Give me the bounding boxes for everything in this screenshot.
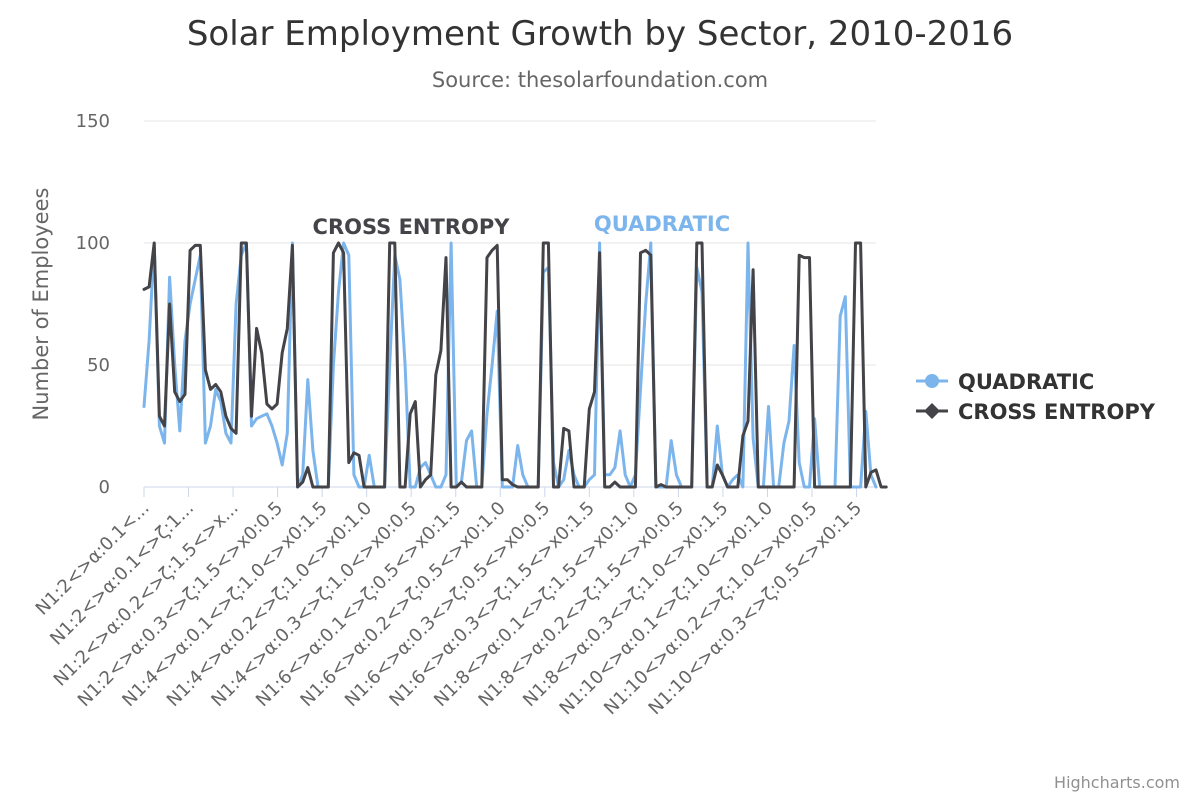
series-line-quadratic: [142, 241, 878, 489]
legend-marker-diamond: [924, 403, 940, 419]
y-tick-label: 150: [76, 111, 110, 132]
chart-subtitle: Source: thesolarfoundation.com: [431, 68, 769, 92]
y-axis-ticks: 0 50 100 150: [76, 111, 110, 498]
y-tick-label: 100: [76, 233, 110, 254]
legend[interactable]: QUADRATIC CROSS ENTROPY: [916, 370, 1156, 424]
series-lines: [142, 241, 888, 489]
credits-link[interactable]: Highcharts.com: [1054, 773, 1180, 792]
legend-label: CROSS ENTROPY: [958, 400, 1156, 424]
grid-lines: [144, 120, 876, 366]
series-annotations: QUADRATIC CROSS ENTROPY: [313, 212, 731, 239]
series-line-cross-entropy: [142, 241, 888, 489]
legend-item-quadratic[interactable]: QUADRATIC: [916, 370, 1094, 394]
legend-marker-circle: [925, 374, 939, 388]
legend-label: QUADRATIC: [958, 370, 1094, 394]
y-tick-label: 50: [87, 355, 110, 376]
chart-title: Solar Employment Growth by Sector, 2010-…: [186, 14, 1014, 54]
annotation-quadratic: QUADRATIC: [594, 212, 730, 236]
y-tick-label: 0: [99, 477, 110, 498]
annotation-cross-entropy: CROSS ENTROPY: [313, 215, 511, 239]
y-axis-label: Number of Employees: [29, 188, 53, 421]
legend-item-cross-entropy[interactable]: CROSS ENTROPY: [916, 400, 1156, 424]
x-axis-ticks: N1:2<>α:0.1<...N1:2<>α:0.1<>ζ:1...N1:2<>…: [32, 487, 866, 719]
